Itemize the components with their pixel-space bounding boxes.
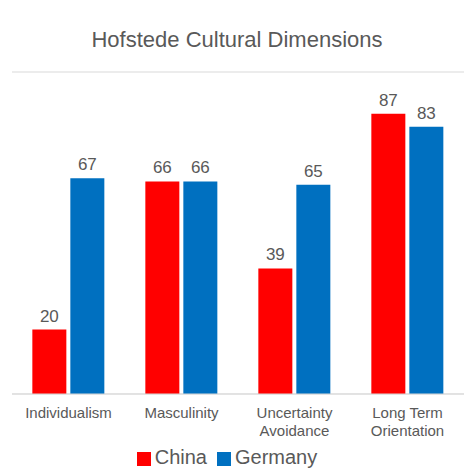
svg-text:66: 66 [191,158,210,177]
svg-text:Masculinity: Masculinity [144,404,219,421]
html-text:Germany: Germany [235,446,318,468]
svg-text:66: 66 [153,158,172,177]
svg-text:Individualism: Individualism [25,404,112,421]
svg-text:65: 65 [304,162,323,181]
svg-text:67: 67 [78,155,97,174]
svg-text:87: 87 [379,91,398,110]
svg-text:Long TermOrientation: Long TermOrientation [371,404,444,439]
html-text:China: China [154,446,207,468]
svg-text:UncertaintyAvoidance: UncertaintyAvoidance [257,404,333,439]
html-text:Hofstede Cultural Dimensions: Hofstede Cultural Dimensions [91,27,383,52]
svg-text:83: 83 [417,104,436,123]
svg-text:39: 39 [266,245,285,264]
svg-text:20: 20 [40,307,59,326]
